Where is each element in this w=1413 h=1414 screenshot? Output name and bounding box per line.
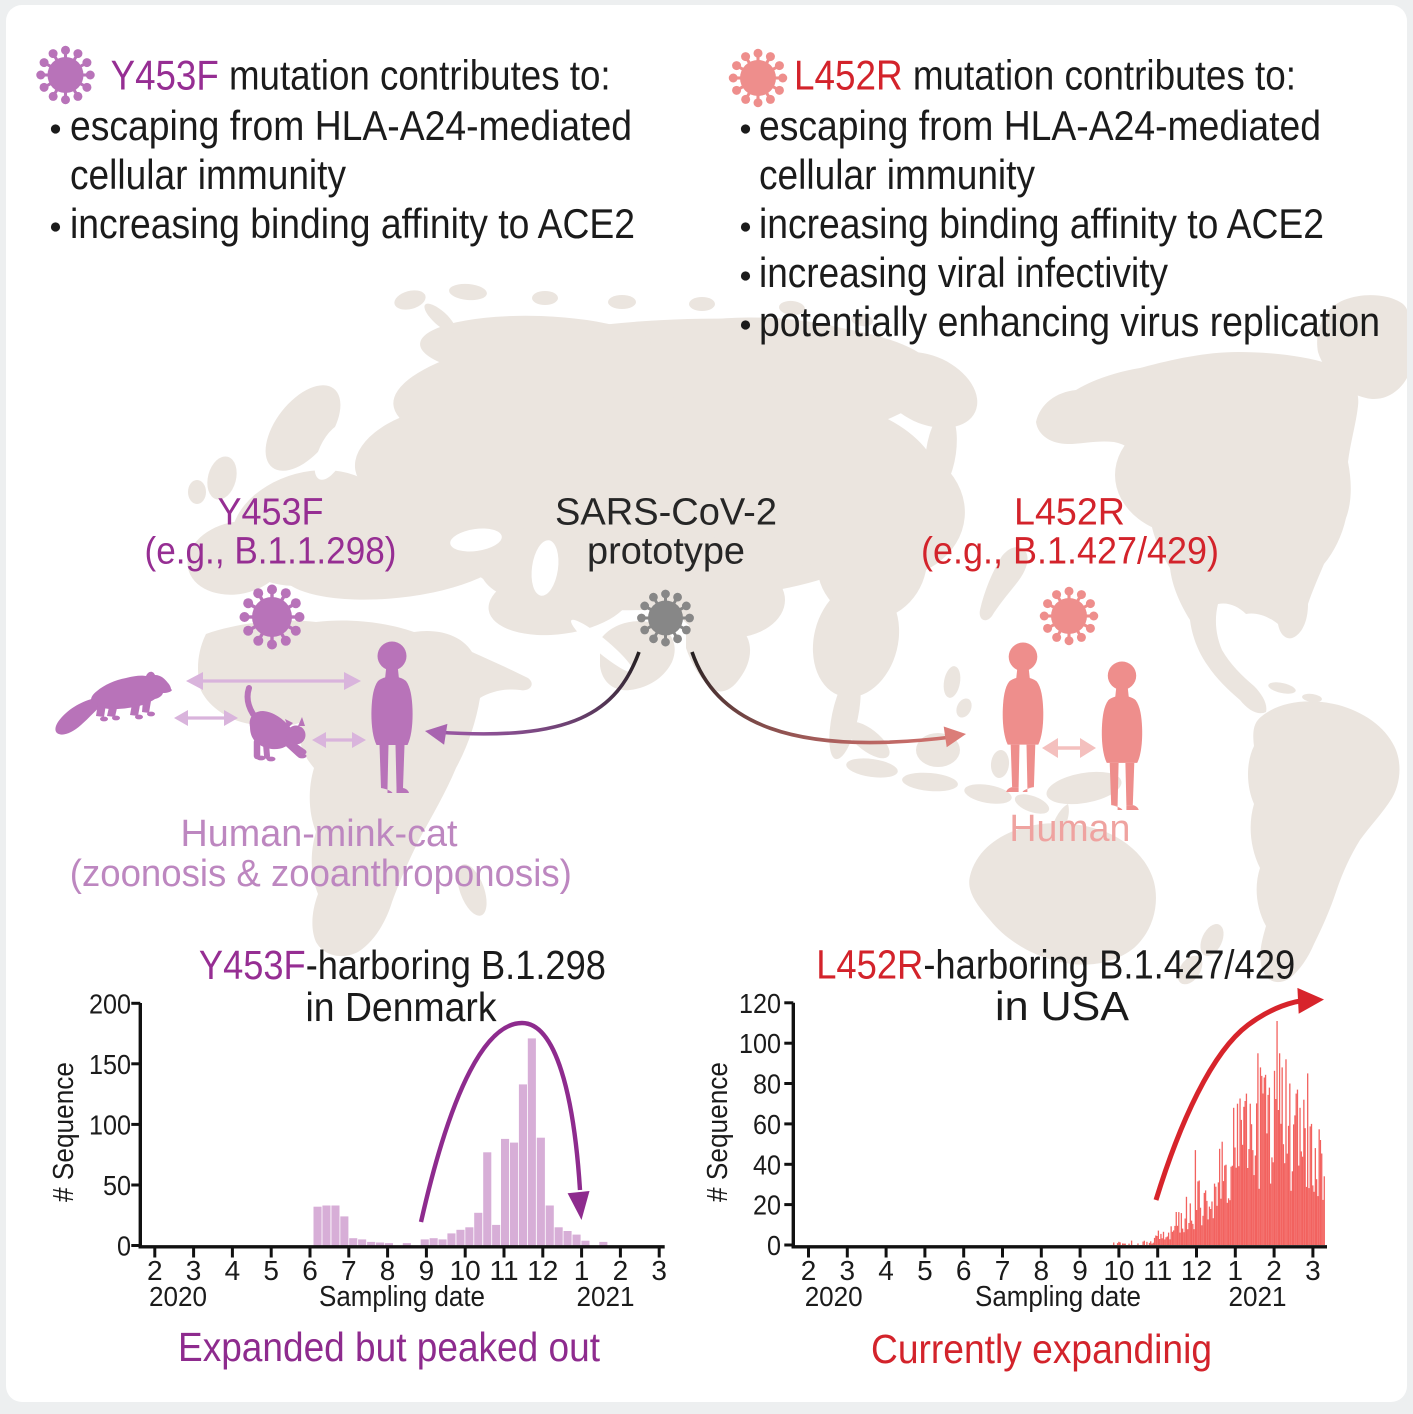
svg-text:8: 8 <box>1034 1255 1050 1286</box>
svg-text:L452R: L452R <box>1014 492 1125 534</box>
svg-text:increasing binding affinity to: increasing binding affinity to ACE2 <box>759 200 1324 247</box>
svg-text:40: 40 <box>753 1149 781 1180</box>
svg-text:Currently expandinig: Currently expandinig <box>871 1326 1212 1372</box>
svg-text:3: 3 <box>651 1255 667 1286</box>
svg-text:in USA: in USA <box>995 983 1130 1029</box>
svg-text:2: 2 <box>147 1255 163 1286</box>
svg-text:Human: Human <box>1009 808 1130 850</box>
svg-text:100: 100 <box>739 1028 781 1059</box>
svg-text:12: 12 <box>527 1255 558 1286</box>
svg-text:50: 50 <box>103 1170 131 1201</box>
svg-text:(e.g., B.1.427/429): (e.g., B.1.427/429) <box>921 531 1219 573</box>
svg-text:1: 1 <box>574 1255 590 1286</box>
svg-text:Sampling date: Sampling date <box>319 1281 485 1313</box>
svg-text:20: 20 <box>753 1190 781 1221</box>
svg-text:5: 5 <box>917 1255 933 1286</box>
svg-text:7: 7 <box>995 1255 1011 1286</box>
svg-text:2: 2 <box>613 1255 629 1286</box>
svg-text:Human-mink-cat: Human-mink-cat <box>181 813 458 855</box>
svg-text:9: 9 <box>419 1255 435 1286</box>
svg-text:2: 2 <box>801 1255 817 1286</box>
svg-text:Expanded but peaked out: Expanded but peaked out <box>178 1324 601 1370</box>
svg-text:potentially enhancing virus re: potentially enhancing virus replication <box>759 298 1380 345</box>
svg-text:11: 11 <box>1143 1255 1172 1286</box>
svg-text:SARS-CoV-2: SARS-CoV-2 <box>555 492 777 534</box>
svg-text:prototype: prototype <box>587 531 745 573</box>
svg-text:150: 150 <box>89 1049 131 1080</box>
svg-text:10: 10 <box>1103 1255 1134 1286</box>
svg-text:# Sequence: # Sequence <box>702 1062 734 1202</box>
svg-text:6: 6 <box>956 1255 972 1286</box>
svg-text:increasing binding affinity to: increasing binding affinity to ACE2 <box>70 200 635 247</box>
svg-text:11: 11 <box>489 1255 518 1286</box>
svg-text:escaping from HLA-A24-mediated: escaping from HLA-A24-mediated <box>70 102 632 149</box>
svg-text:200: 200 <box>89 988 131 1019</box>
svg-text:0: 0 <box>117 1231 131 1262</box>
svg-text:in Denmark: in Denmark <box>306 984 497 1030</box>
svg-text:4: 4 <box>225 1255 241 1286</box>
svg-text:7: 7 <box>341 1255 357 1286</box>
svg-text:L452R mutation contributes to:: L452R mutation contributes to: <box>794 52 1296 99</box>
svg-text:# Sequence: # Sequence <box>48 1062 80 1202</box>
svg-text:6: 6 <box>302 1255 318 1286</box>
svg-text:4: 4 <box>878 1255 894 1286</box>
svg-text:Y453F: Y453F <box>218 492 324 534</box>
svg-text:escaping from HLA-A24-mediated: escaping from HLA-A24-mediated <box>759 102 1321 149</box>
svg-text:12: 12 <box>1181 1255 1212 1286</box>
svg-text:2021: 2021 <box>577 1281 635 1312</box>
svg-text:Sampling date: Sampling date <box>975 1281 1141 1313</box>
svg-text:9: 9 <box>1072 1255 1088 1286</box>
svg-text:Y453F-harboring B.1.298: Y453F-harboring B.1.298 <box>199 942 606 988</box>
svg-text:3: 3 <box>1305 1255 1321 1286</box>
svg-text:5: 5 <box>263 1255 279 1286</box>
svg-text:cellular immunity: cellular immunity <box>70 151 346 198</box>
svg-text:80: 80 <box>753 1069 781 1100</box>
svg-text:120: 120 <box>739 988 781 1019</box>
svg-text:0: 0 <box>767 1230 781 1261</box>
svg-text:1: 1 <box>1228 1255 1244 1286</box>
svg-text:100: 100 <box>89 1109 131 1140</box>
svg-text:(zoonosis & zooanthroponosis): (zoonosis & zooanthroponosis) <box>70 853 572 895</box>
svg-text:2020: 2020 <box>149 1281 207 1312</box>
svg-text:2: 2 <box>1266 1255 1282 1286</box>
svg-text:cellular immunity: cellular immunity <box>759 151 1035 198</box>
svg-text:8: 8 <box>380 1255 396 1286</box>
svg-text:60: 60 <box>753 1109 781 1140</box>
svg-text:increasing viral infectivity: increasing viral infectivity <box>759 249 1168 296</box>
svg-text:2020: 2020 <box>805 1281 863 1312</box>
svg-text:3: 3 <box>186 1255 202 1286</box>
svg-text:2021: 2021 <box>1229 1281 1287 1312</box>
svg-text:Y453F mutation contributes to:: Y453F mutation contributes to: <box>111 52 611 99</box>
svg-text:(e.g., B.1.1.298): (e.g., B.1.1.298) <box>145 531 397 573</box>
svg-text:L452R-harboring B.1.427/429: L452R-harboring B.1.427/429 <box>816 942 1295 988</box>
svg-text:10: 10 <box>450 1255 481 1286</box>
svg-text:3: 3 <box>840 1255 856 1286</box>
